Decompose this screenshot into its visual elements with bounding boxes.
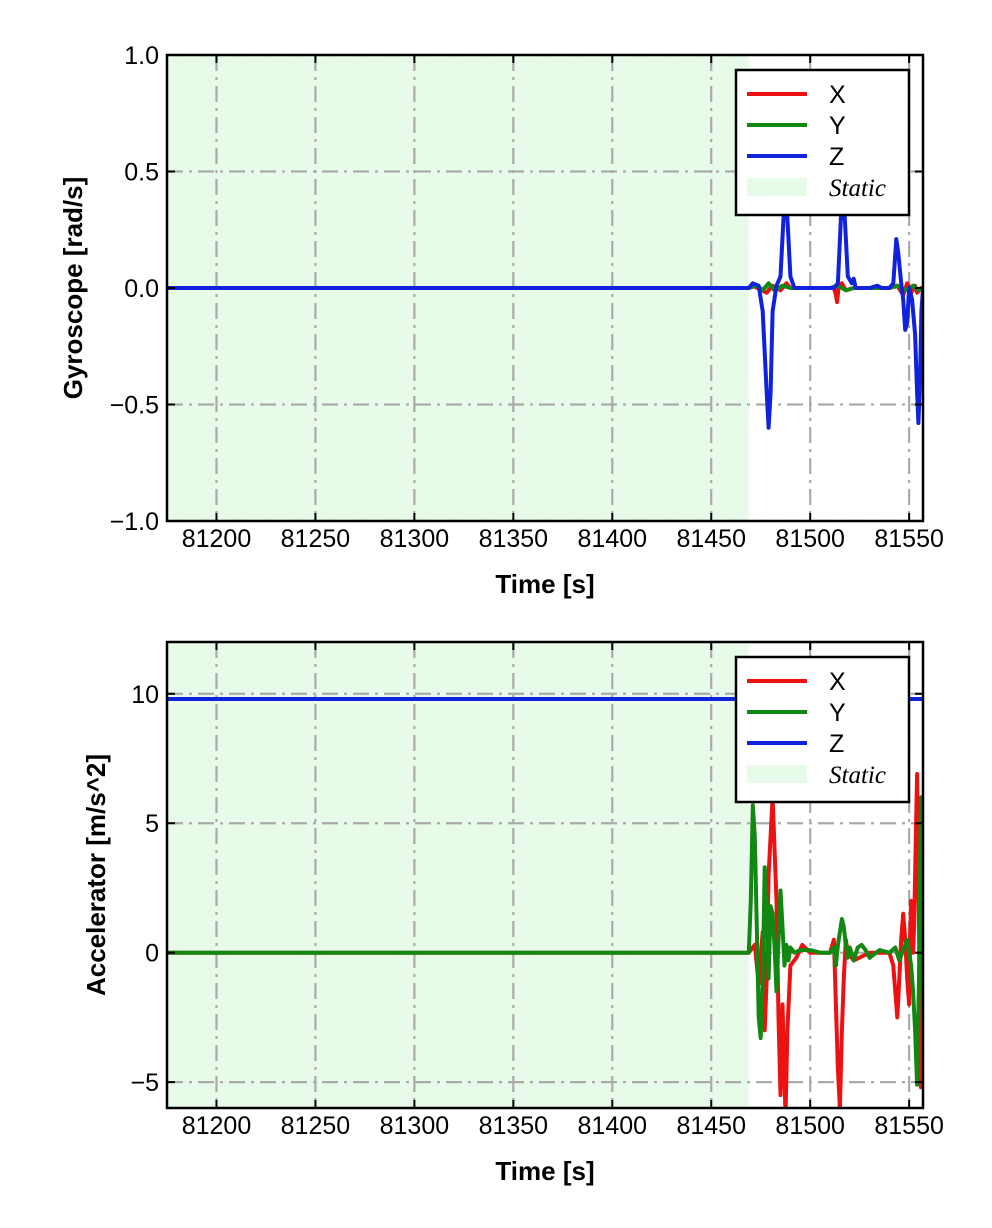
legend-label-x: X — [829, 81, 846, 109]
static-region — [167, 642, 749, 1108]
x-tick-label: 81450 — [676, 525, 746, 553]
legend-label-x: X — [829, 668, 846, 696]
x-tick-label: 81250 — [281, 525, 351, 553]
legend-label-y: Y — [829, 699, 846, 727]
legend: XYZ Static — [734, 655, 911, 804]
x-tick-label: 81450 — [676, 1112, 746, 1140]
legend: XYZ Static — [734, 68, 911, 217]
x-tick-label: 81250 — [281, 1112, 351, 1140]
x-tick-label: 81200 — [182, 1112, 252, 1140]
series-line-z — [167, 185, 923, 430]
legend-label-y: Y — [829, 112, 846, 140]
x-tick-label: 81300 — [380, 1112, 450, 1140]
x-tick-label: 81300 — [380, 525, 450, 553]
legend-label-z: Z — [829, 143, 844, 171]
y-tick-label: −0.5 — [110, 392, 159, 420]
x-tick-label: 81350 — [479, 1112, 549, 1140]
x-tick-label: 81350 — [479, 525, 549, 553]
x-tick-label: 81550 — [874, 525, 944, 553]
y-tick-label: 10 — [131, 681, 159, 709]
x-tick-label: 81500 — [775, 1112, 845, 1140]
legend-swatch-static — [747, 178, 807, 196]
y-tick-label: −1.0 — [110, 508, 159, 536]
y-tick-label: 0.0 — [124, 275, 159, 303]
y-tick-label: 0.5 — [124, 159, 159, 187]
x-tick-label: 81400 — [578, 525, 648, 553]
y-tick-label: −5 — [130, 1069, 159, 1097]
legend-label-static: Static — [829, 762, 886, 789]
x-tick-label: 81400 — [578, 1112, 648, 1140]
x-tick-label: 81200 — [182, 525, 252, 553]
y-axis-label: Gyroscope [rad/s] — [58, 177, 88, 400]
gyroscope-panel: 81200 81250 81300 81350 81400 81450 81500 81550… — [58, 42, 944, 599]
accelerometer-panel: 81200 81250 81300 81350 81400 81450 81500 81550… — [81, 640, 944, 1186]
x-tick-label: 81550 — [874, 1112, 944, 1140]
x-axis-label: Time [s] — [495, 569, 594, 599]
series-line-y — [167, 795, 923, 1087]
legend-label-z: Z — [829, 730, 844, 758]
axes-frame — [165, 640, 925, 1110]
legend-swatch-static — [747, 765, 807, 783]
y-tick-label: 5 — [145, 810, 159, 838]
legend-label-static: Static — [829, 175, 886, 202]
x-axis-label: Time [s] — [495, 1156, 594, 1186]
y-tick-label: 1.0 — [124, 42, 159, 70]
y-axis-label: Accelerator [m/s^2] — [81, 754, 111, 996]
y-tick-label: 0 — [145, 940, 159, 968]
x-tick-label: 81500 — [775, 525, 845, 553]
